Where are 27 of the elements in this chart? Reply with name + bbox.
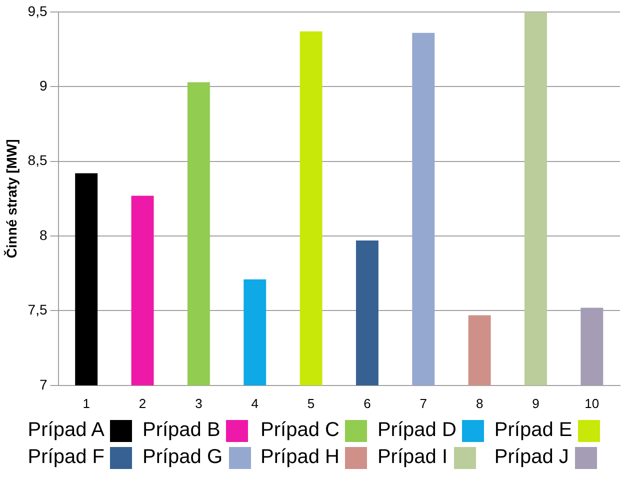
legend-label: Prípad D (377, 419, 456, 442)
y-tick-label: 9,5 (28, 2, 48, 19)
x-tick-label: 7 (420, 396, 428, 411)
legend-label: Prípad I (377, 446, 448, 469)
legend-label: Prípad C (260, 419, 340, 442)
y-tick-label: 7,5 (28, 302, 48, 318)
legend-label: Prípad J (494, 446, 569, 469)
x-tick-label: 3 (195, 396, 202, 411)
x-tick-label: 9 (532, 396, 540, 411)
legend-label: Prípad F (28, 446, 104, 469)
legend-label: Prípad E (494, 419, 572, 442)
x-tick-label: 1 (82, 396, 90, 411)
y-tick-label: 8,5 (28, 152, 48, 168)
x-tick-label: 6 (364, 396, 371, 411)
x-tick-label: 8 (476, 396, 484, 411)
x-tick-label: 4 (251, 396, 258, 411)
y-tick-label: 8 (39, 226, 48, 243)
x-tick-label: 5 (307, 396, 315, 411)
y-tick-label: 9 (39, 78, 48, 94)
x-tick-label: 2 (138, 396, 146, 411)
legend-label: Prípad B (142, 419, 220, 442)
y-tick-label: 7 (39, 376, 48, 392)
y-axis-title: Činné straty [MW] (3, 139, 20, 258)
x-tick-label: 10 (584, 396, 600, 411)
legend-label: Prípad H (260, 446, 340, 469)
legend-label: Prípad G (142, 446, 223, 469)
legend-label: Prípad A (28, 419, 104, 442)
